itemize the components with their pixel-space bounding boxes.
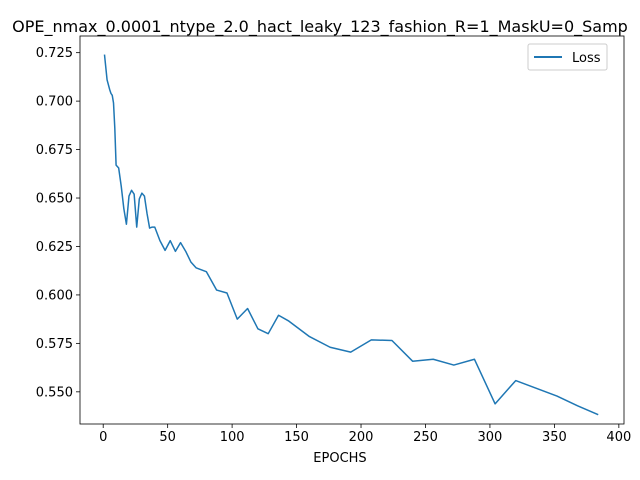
legend-label-loss: Loss <box>572 51 601 66</box>
x-tick-label: 100 <box>220 430 245 445</box>
series-line-loss <box>103 54 599 416</box>
y-tick-label: 0.550 <box>36 385 73 400</box>
plot-area <box>103 54 599 416</box>
y-tick-label: 0.600 <box>36 288 73 303</box>
x-tick-label: 350 <box>542 430 567 445</box>
x-axis-title: EPOCHS <box>313 451 366 466</box>
x-tick-label: 0 <box>99 430 107 445</box>
x-tick-label: 250 <box>413 430 438 445</box>
x-tick-label: 50 <box>159 430 176 445</box>
chart-title: OPE_nmax_0.0001_ntype_2.0_hact_leaky_123… <box>12 17 628 37</box>
y-tick-label: 0.700 <box>36 95 73 110</box>
y-tick-label: 0.625 <box>36 240 73 255</box>
legend-box <box>527 43 608 71</box>
ticks: 0 50 100 150 200 250 300 350 400 0.550 0.575 0.600 0… <box>36 46 631 445</box>
x-tick-label: 400 <box>606 430 631 445</box>
x-tick-label: 300 <box>478 430 503 445</box>
y-tick-label: 0.675 <box>36 143 73 158</box>
y-tick-label: 0.575 <box>36 337 73 352</box>
plot-frame <box>79 35 625 425</box>
axes <box>79 35 625 425</box>
legend: Loss <box>527 43 608 71</box>
y-tick-label: 0.725 <box>36 46 73 61</box>
x-tick-label: 150 <box>284 430 309 445</box>
y-tick-label: 0.650 <box>36 192 73 207</box>
x-tick-label: 200 <box>349 430 374 445</box>
